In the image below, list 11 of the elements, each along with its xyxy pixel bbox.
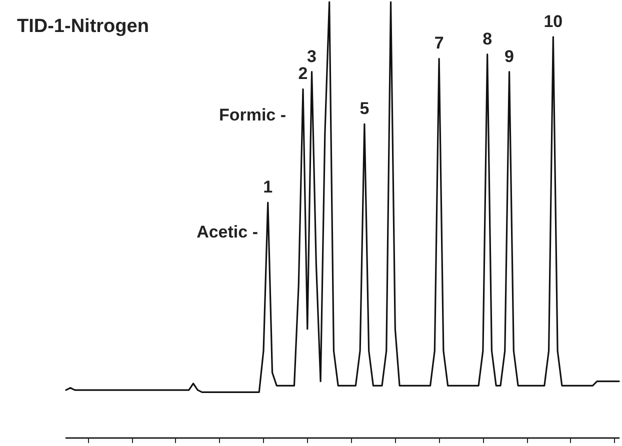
annotation: 7: [434, 34, 444, 53]
annotation: 10: [544, 12, 563, 31]
annotation: Formic -: [218, 106, 286, 124]
annotation: Acetic -: [196, 222, 258, 242]
annotation: 5: [360, 99, 370, 118]
annotation: 8: [482, 29, 492, 48]
annotation: 9: [504, 46, 514, 66]
annotation: 1: [263, 178, 273, 197]
annotation: 3: [307, 46, 317, 66]
text: TID-1-Nitrogen: [17, 16, 149, 37]
annotation: 2: [298, 64, 308, 84]
